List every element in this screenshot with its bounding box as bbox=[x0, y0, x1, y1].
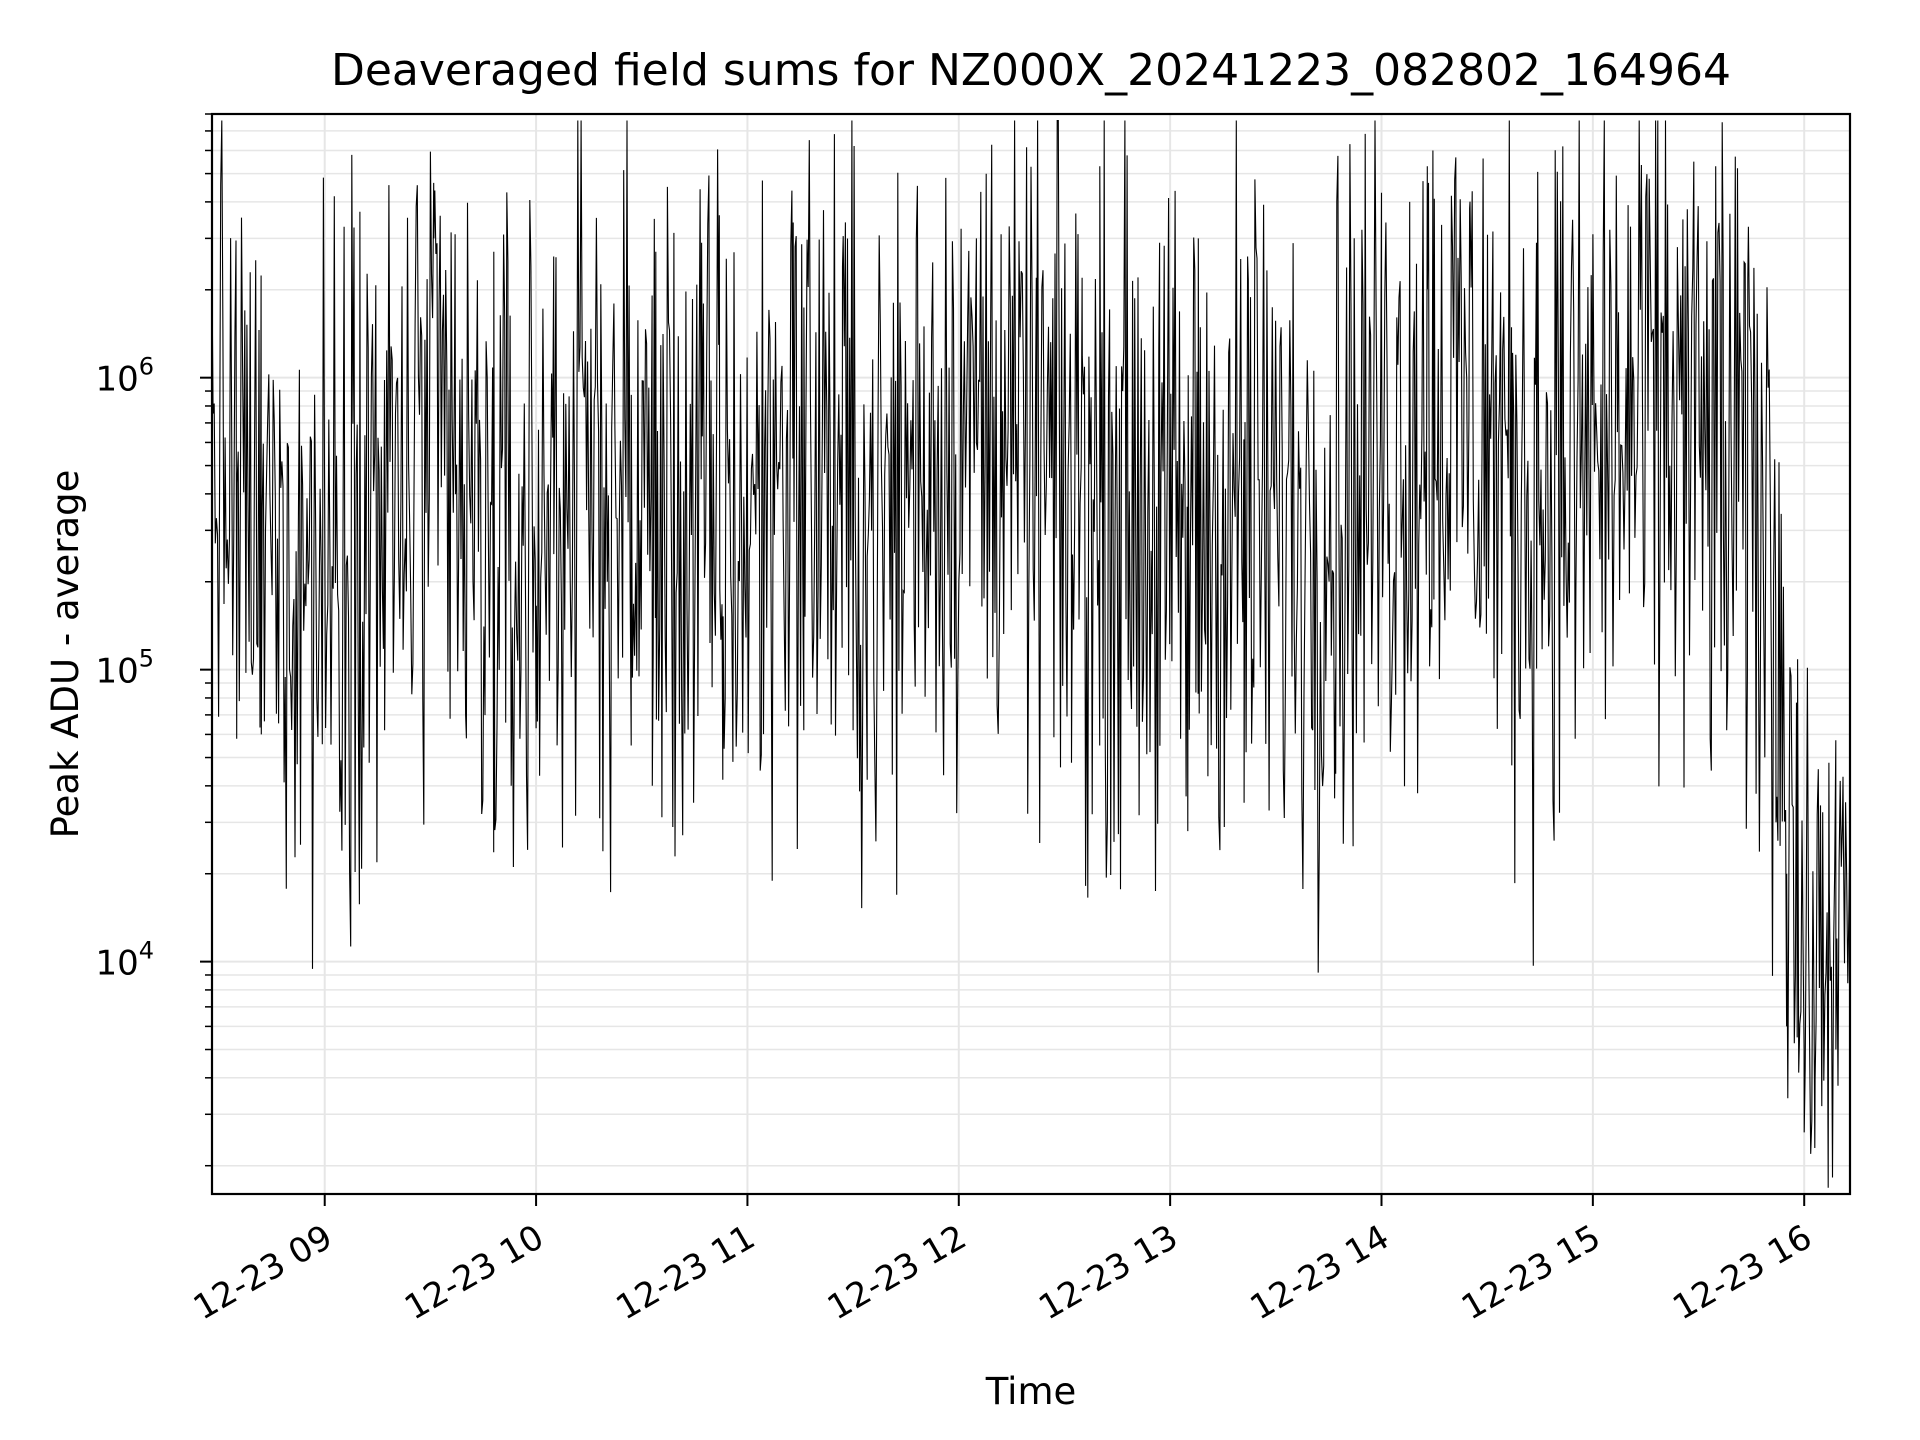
series-line bbox=[211, 119, 1851, 1188]
y-tick-exponent: 6 bbox=[139, 353, 154, 381]
y-tick-base: 10 bbox=[95, 360, 138, 400]
x-axis-label: Time bbox=[985, 1370, 1077, 1413]
y-tick-label: 105 bbox=[95, 645, 154, 692]
y-tick-label: 106 bbox=[95, 353, 154, 400]
y-tick-exponent: 4 bbox=[139, 937, 154, 965]
y-tick-label: 104 bbox=[95, 937, 154, 984]
y-tick-exponent: 5 bbox=[139, 645, 154, 673]
y-axis-label: Peak ADU - average bbox=[44, 470, 87, 839]
y-tick-base: 10 bbox=[95, 944, 138, 984]
chart-title: Deaveraged field sums for NZ000X_2024122… bbox=[331, 45, 1731, 96]
series-path bbox=[211, 119, 1851, 1188]
plot-frame bbox=[210, 112, 1852, 1196]
y-tick-base: 10 bbox=[95, 652, 138, 692]
